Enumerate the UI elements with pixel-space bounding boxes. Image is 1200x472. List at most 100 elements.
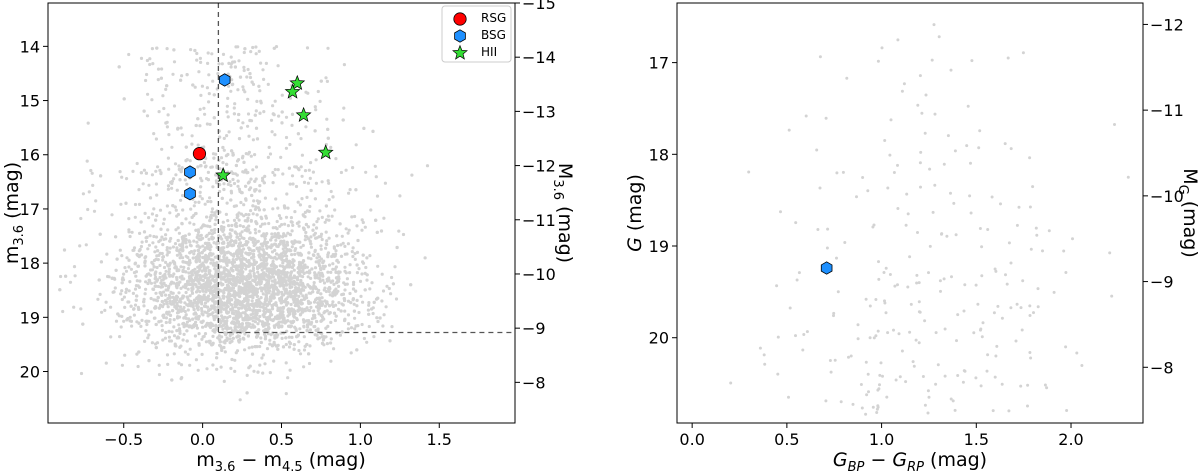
background-star — [187, 263, 191, 267]
background-star — [256, 239, 260, 243]
background-star — [153, 342, 158, 346]
background-star — [864, 297, 868, 301]
background-star — [137, 350, 141, 354]
background-star — [336, 307, 341, 311]
background-star — [224, 267, 228, 272]
background-star — [298, 352, 303, 356]
background-star — [177, 308, 181, 312]
background-star — [904, 223, 908, 227]
background-star — [170, 186, 174, 190]
background-star — [220, 283, 224, 287]
secondary-y-axis-ticks: −12−11−10−9−8 — [1143, 15, 1184, 377]
background-star — [918, 74, 922, 78]
background-star — [380, 299, 384, 303]
background-star — [240, 250, 244, 254]
background-star — [185, 245, 189, 249]
background-star — [398, 194, 402, 198]
background-star — [876, 329, 880, 333]
background-star — [239, 312, 243, 316]
background-star — [229, 274, 233, 278]
background-star — [360, 322, 364, 327]
background-star — [970, 59, 974, 63]
background-star — [234, 298, 238, 302]
background-star — [216, 315, 220, 319]
background-star — [206, 265, 210, 269]
background-star — [154, 270, 158, 274]
background-star — [114, 235, 118, 239]
background-star — [89, 168, 93, 173]
background-star — [311, 287, 315, 291]
background-star — [355, 304, 359, 308]
background-star — [144, 239, 148, 243]
background-star — [244, 197, 248, 201]
background-star — [244, 243, 248, 247]
background-star — [965, 144, 969, 148]
background-star — [122, 272, 126, 276]
background-star — [177, 231, 181, 235]
background-star — [254, 205, 258, 209]
background-star — [307, 168, 311, 172]
background-star — [288, 142, 292, 147]
background-star — [261, 305, 265, 309]
background-star — [135, 294, 139, 298]
background-star — [232, 181, 237, 186]
legend-marker-rsg — [453, 12, 467, 26]
background-star — [376, 264, 380, 268]
background-star — [287, 345, 292, 349]
background-star — [1041, 249, 1044, 253]
background-star — [299, 280, 303, 284]
background-star — [317, 296, 321, 300]
background-star — [326, 214, 330, 218]
background-star — [150, 341, 154, 345]
secondary-y-tick-label: −9 — [522, 319, 546, 338]
background-star — [326, 179, 330, 183]
background-star — [308, 239, 312, 243]
background-star — [202, 160, 206, 165]
background-star — [210, 235, 214, 239]
background-star — [266, 283, 270, 287]
background-star — [207, 100, 211, 104]
background-star — [949, 68, 953, 72]
background-star — [226, 305, 230, 309]
background-star — [261, 179, 265, 183]
background-star — [953, 149, 957, 153]
background-star — [882, 271, 886, 274]
background-star — [236, 118, 240, 122]
background-star — [297, 308, 301, 312]
background-star — [193, 301, 198, 305]
background-star — [154, 322, 158, 327]
secondary-y-tick-label: −13 — [522, 102, 556, 121]
background-star — [271, 275, 275, 279]
background-star — [293, 239, 297, 243]
background-star — [916, 231, 919, 234]
background-star — [132, 246, 137, 250]
background-star — [289, 216, 293, 220]
background-star — [257, 84, 261, 88]
background-stars — [58, 45, 430, 402]
background-star — [133, 202, 138, 207]
background-star — [103, 308, 107, 312]
background-star — [333, 318, 337, 323]
background-star — [212, 279, 216, 283]
background-star — [313, 197, 317, 201]
background-star — [305, 265, 309, 269]
background-star — [279, 278, 283, 282]
background-star — [177, 249, 181, 253]
background-star — [221, 145, 225, 150]
background-star — [218, 135, 222, 139]
background-star — [171, 72, 175, 76]
background-star — [279, 320, 283, 324]
background-star — [230, 78, 234, 82]
background-star — [230, 357, 234, 362]
background-star — [279, 155, 283, 159]
background-star — [178, 178, 182, 182]
background-star — [905, 192, 909, 196]
secondary-y-axis-label: MG (mag) — [1175, 168, 1200, 258]
background-star — [241, 336, 245, 340]
background-star — [193, 249, 197, 253]
background-star — [281, 293, 286, 297]
background-star — [135, 352, 139, 356]
background-star — [192, 322, 196, 327]
background-star — [200, 352, 204, 356]
background-star — [896, 38, 900, 42]
